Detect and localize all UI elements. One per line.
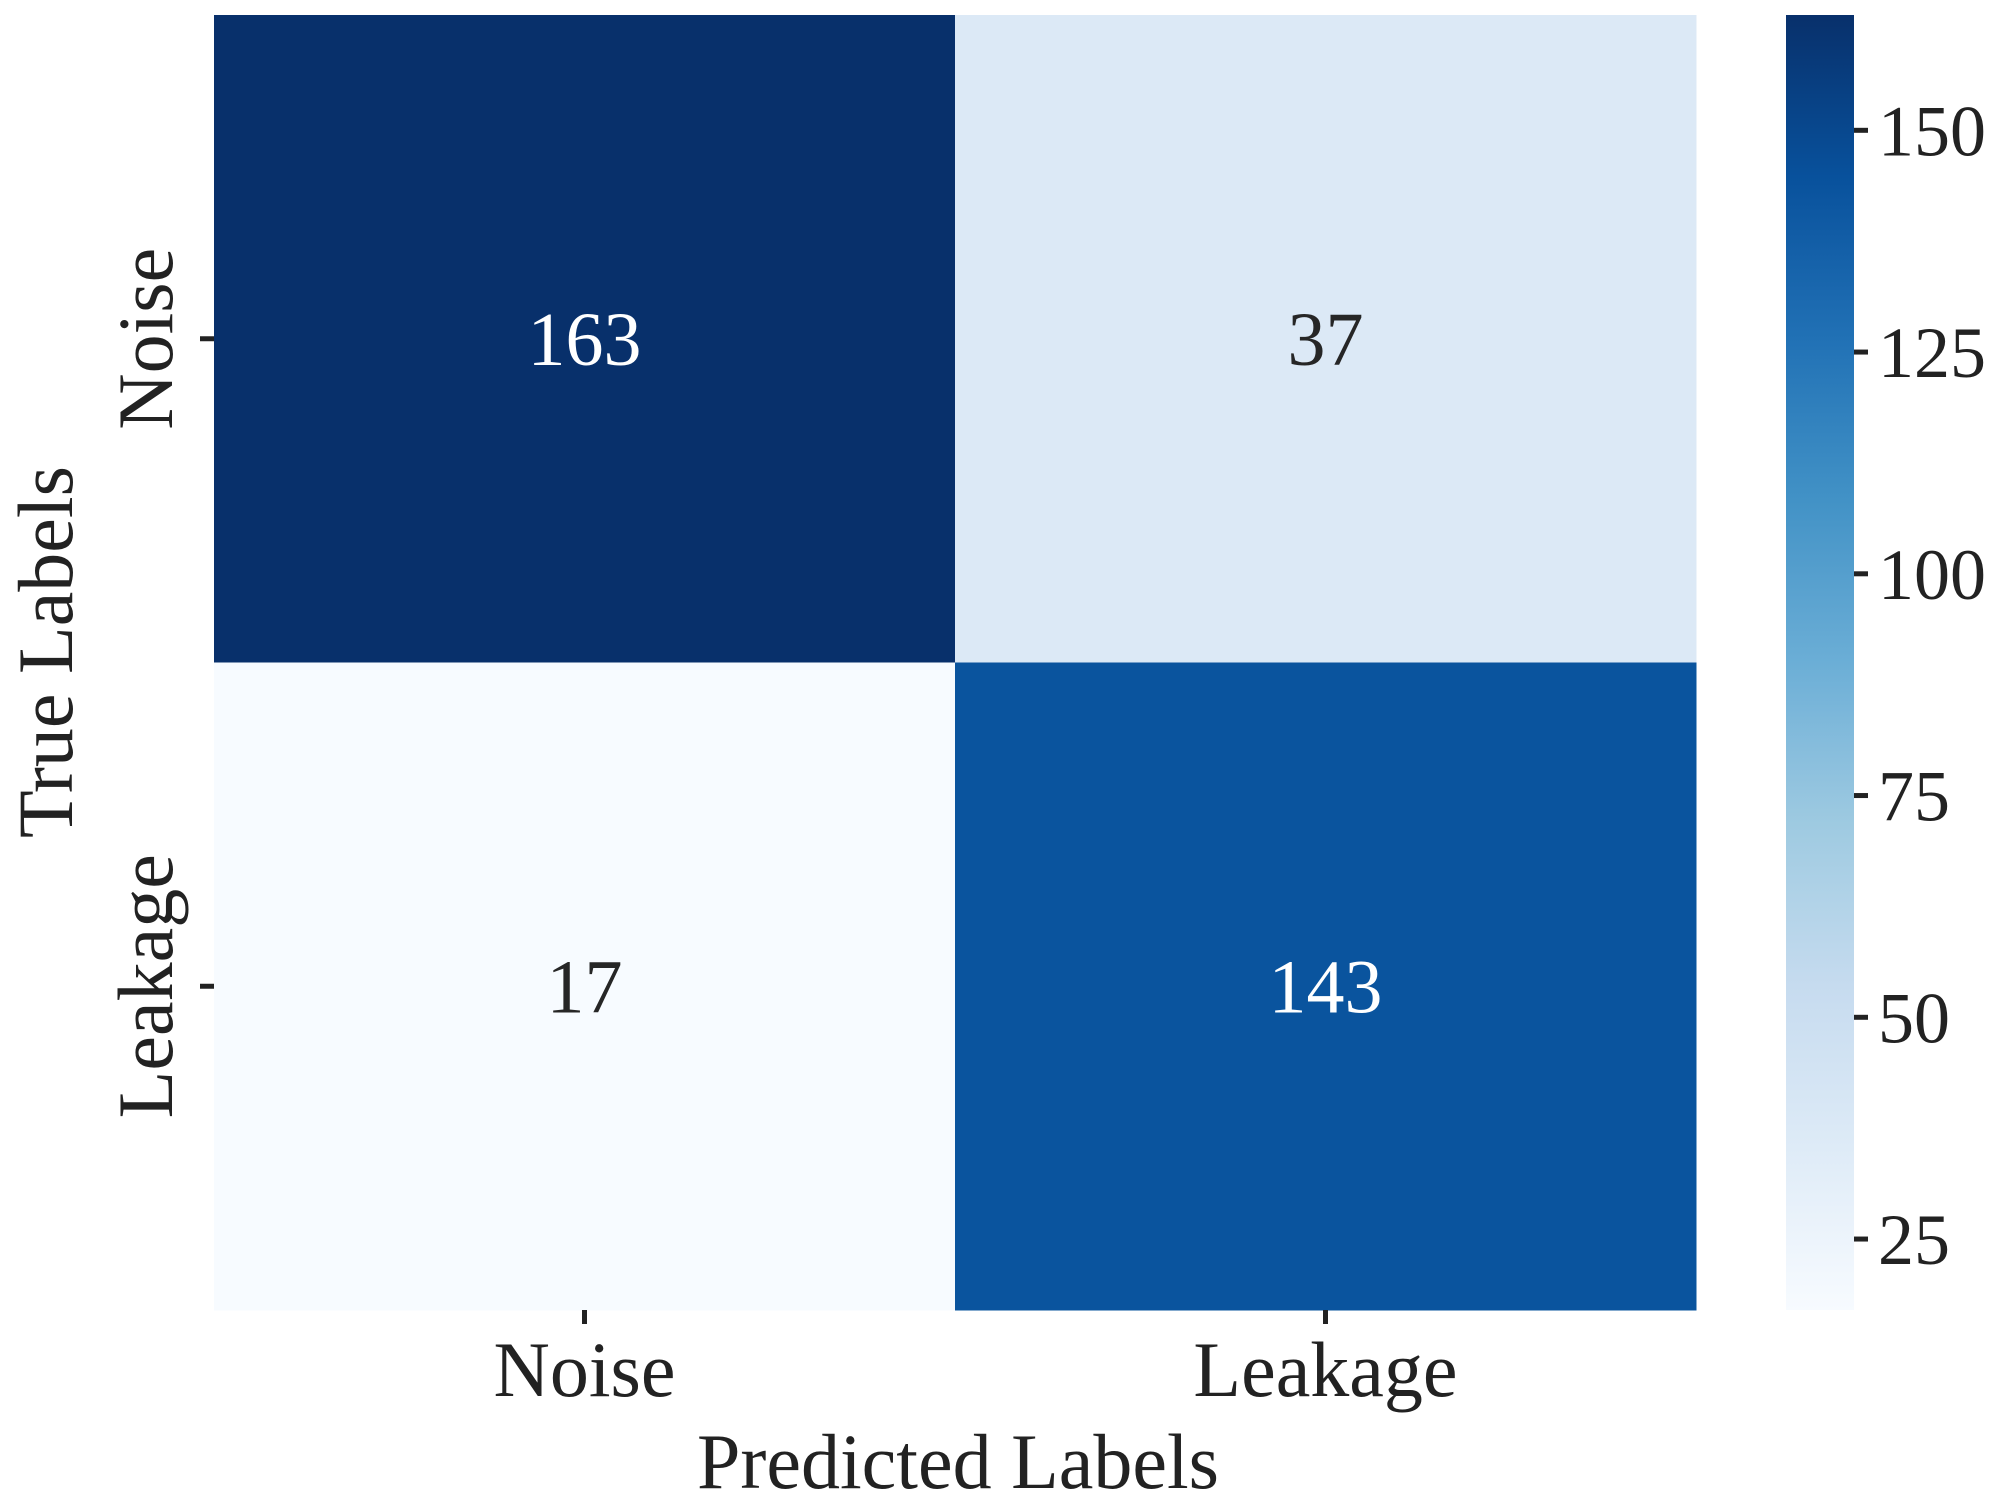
cell-value-label: 163 <box>528 298 642 382</box>
y-axis-label: True Labels <box>2 466 89 838</box>
heatmap-cell <box>214 15 956 663</box>
y-axis: Noise Leakage <box>102 248 214 1118</box>
heatmap-cell <box>214 662 956 1311</box>
colorbar: 25 50 75 100 125 150 <box>1786 15 1986 1310</box>
colorbar-tick-label: 50 <box>1878 978 1950 1058</box>
heatmap-cells <box>214 15 1697 1311</box>
heatmap-cell <box>955 15 1697 663</box>
colorbar-tick-label: 75 <box>1878 757 1950 837</box>
cell-value-label: 143 <box>1269 945 1383 1029</box>
y-tick-label: Noise <box>102 248 189 430</box>
x-axis: Noise Leakage <box>494 1310 1458 1413</box>
colorbar-tick-label: 25 <box>1878 1200 1950 1280</box>
x-axis-label: Predicted Labels <box>697 1418 1219 1505</box>
cell-value-label: 37 <box>1288 298 1364 382</box>
colorbar-tick-label: 125 <box>1878 313 1986 393</box>
colorbar-gradient <box>1786 15 1854 1310</box>
y-tick-label: Leakage <box>102 854 189 1118</box>
cell-value-labels: 163 37 17 143 <box>528 298 1383 1030</box>
heatmap-cell <box>955 662 1697 1311</box>
cell-value-label: 17 <box>547 945 623 1029</box>
x-tick-label: Noise <box>494 1326 676 1413</box>
colorbar-tick-label: 100 <box>1878 535 1986 615</box>
x-tick-label: Leakage <box>1193 1326 1457 1413</box>
colorbar-tick-label: 150 <box>1878 91 1986 171</box>
